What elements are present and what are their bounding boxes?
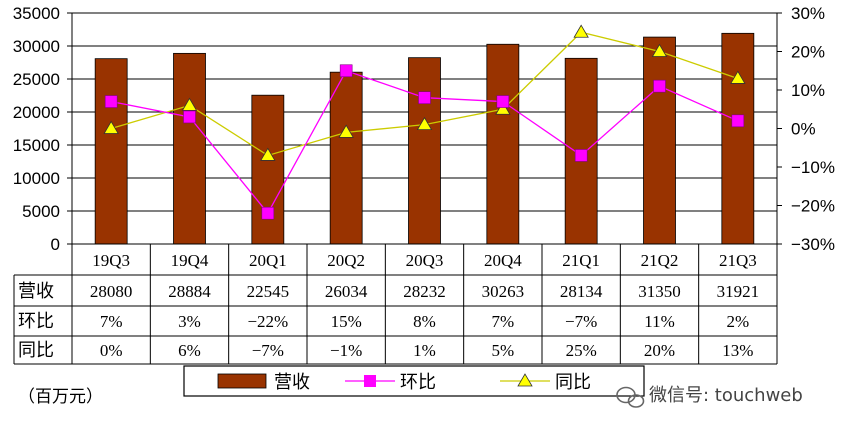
y-left-tick-label: 25000	[13, 70, 60, 89]
mom-point	[183, 110, 196, 124]
wechat-icon	[616, 386, 645, 408]
bar	[329, 71, 363, 245]
mom-point	[339, 64, 353, 78]
table-cell: −7%	[565, 312, 597, 331]
bar	[94, 58, 128, 245]
y-right-tick-label: −10%	[791, 158, 835, 177]
y-right-tick-label: −30%	[791, 235, 835, 254]
mom-point	[418, 91, 431, 104]
category-label: 20Q4	[484, 251, 522, 270]
y-left-tick-label: 20000	[13, 103, 60, 122]
y-right-tick-label: 30%	[791, 4, 825, 23]
category-label: 19Q4	[171, 251, 209, 270]
yoy-point	[495, 101, 511, 115]
legend: 营收 环比 同比	[183, 365, 645, 397]
yoy-point	[573, 24, 589, 38]
bar	[486, 43, 520, 245]
table-cell: 28884	[168, 282, 211, 301]
table-cell: −22%	[247, 312, 288, 331]
yoy-point	[338, 124, 354, 138]
legend-swatch-marker	[517, 373, 533, 387]
category-label: 19Q3	[92, 251, 130, 270]
category-label: 21Q2	[641, 251, 679, 270]
right-axis-ticks: −30% −20% −10% 0% 10% 20% 30%	[777, 4, 835, 254]
unit-label: （百万元）	[18, 387, 103, 407]
bar	[251, 94, 285, 245]
mom-point	[496, 95, 510, 108]
data-table: 19Q3 19Q4 20Q1 20Q2 20Q3 20Q4 21Q1 21Q2 21Q3 营收 28…	[13, 243, 778, 365]
legend-swatch-bar	[217, 373, 267, 389]
y-left-tick-label: 5000	[22, 202, 60, 221]
yoy-point	[651, 43, 668, 57]
table-cell: 31921	[717, 282, 760, 301]
table-cell: 7%	[491, 312, 514, 331]
table-cell: −1%	[330, 341, 362, 360]
y-left-tick-label: 30000	[13, 37, 60, 56]
y-right-tick-label: 20%	[791, 43, 825, 62]
y-right-tick-label: 0%	[791, 120, 816, 139]
yoy-point	[730, 70, 746, 84]
table-cell: 2%	[726, 312, 749, 331]
y-left-tick-label: 35000	[13, 4, 60, 23]
yoy-point	[103, 120, 119, 134]
table-cell: 6%	[178, 341, 201, 360]
legend-label: 环比	[400, 372, 436, 393]
table-cell: 5%	[491, 341, 514, 360]
legend-swatch-marker	[364, 375, 376, 387]
table-cell: 13%	[722, 341, 753, 360]
category-label: 20Q2	[327, 251, 365, 270]
y-left-tick-label: 15000	[13, 136, 60, 155]
mom-point	[653, 79, 666, 93]
table-cell: 7%	[100, 312, 123, 331]
bar-series	[94, 32, 755, 245]
table-cell: 26034	[325, 282, 368, 301]
bar	[721, 32, 755, 245]
mom-point	[261, 206, 275, 220]
category-label: 20Q3	[406, 251, 444, 270]
mom-point	[104, 95, 118, 108]
table-cell: 11%	[644, 312, 675, 331]
table-cell: 25%	[566, 341, 597, 360]
table-cell: −7%	[252, 341, 284, 360]
legend-label: 同比	[555, 372, 591, 393]
table-row-label: 同比	[18, 340, 54, 361]
table-row-label: 环比	[18, 311, 54, 332]
bar	[408, 57, 441, 245]
y-left-tick-label: 0	[51, 235, 60, 254]
watermark-text: 微信号: touchweb	[649, 385, 803, 406]
left-axis-ticks: 0 5000 10000 15000 20000 25000 30000 35000	[13, 4, 72, 254]
table-cell: 8%	[413, 312, 436, 331]
table-cell: 22545	[247, 282, 290, 301]
table-cell: 0%	[100, 341, 123, 360]
mom-point	[574, 149, 588, 162]
y-right-tick-label: −20%	[791, 197, 835, 216]
table-cell: 30263	[482, 282, 525, 301]
table-row-label: 营收	[18, 281, 54, 302]
watermark: 微信号: touchweb	[616, 385, 803, 408]
table-cell: 28232	[403, 282, 446, 301]
category-label: 21Q1	[562, 251, 600, 270]
table-cell: 31350	[638, 282, 681, 301]
table-cell: 3%	[178, 312, 201, 331]
mom-point	[731, 114, 745, 128]
category-label: 21Q3	[719, 251, 757, 270]
category-label: 20Q1	[249, 251, 287, 270]
table-cell: 20%	[644, 341, 675, 360]
yoy-point	[260, 147, 276, 161]
yoy-point	[181, 97, 198, 111]
table-cell: 1%	[413, 341, 436, 360]
table-cell: 15%	[331, 312, 362, 331]
y-right-tick-label: 10%	[791, 81, 825, 100]
legend-label: 营收	[274, 372, 310, 393]
yoy-point	[416, 116, 433, 131]
y-left-tick-label: 10000	[13, 169, 60, 188]
bar	[173, 52, 206, 245]
line-series	[103, 24, 746, 220]
bar	[643, 36, 676, 245]
table-cell: 28134	[560, 282, 603, 301]
table-cell: 28080	[90, 282, 133, 301]
